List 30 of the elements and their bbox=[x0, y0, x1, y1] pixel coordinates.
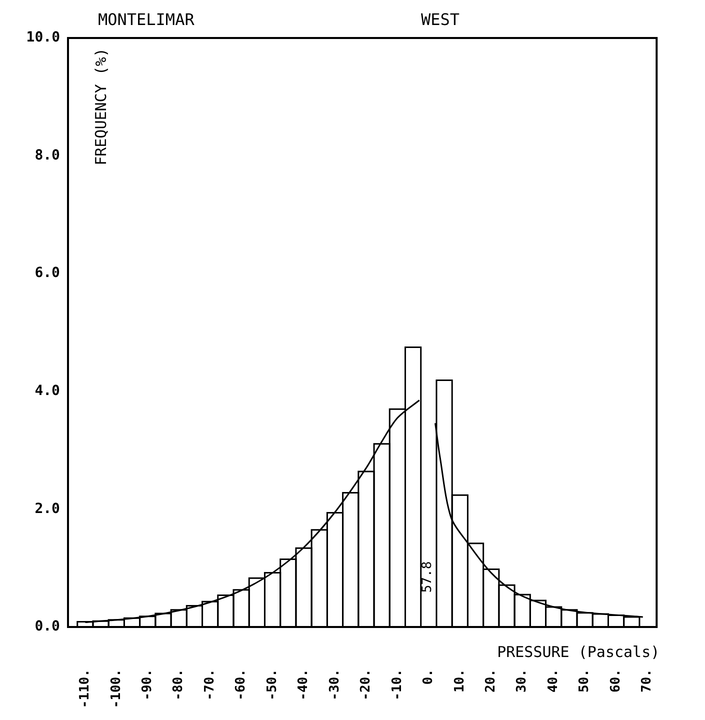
y-tick-label: 6.0 bbox=[34, 265, 60, 282]
x-tick-label: -110. bbox=[78, 669, 93, 708]
annotation: 57.8 bbox=[420, 561, 435, 593]
y-tick-label: 4.0 bbox=[34, 383, 60, 400]
x-tick-label: -70. bbox=[202, 669, 218, 700]
chart-subtitle: WEST bbox=[421, 10, 460, 29]
x-axis-title: PRESSURE (Pascals) bbox=[497, 643, 660, 661]
x-tick-label: 40. bbox=[546, 669, 561, 692]
x-tick-label: 50. bbox=[577, 669, 592, 692]
x-tick-label: 60. bbox=[608, 669, 624, 692]
y-tick-label: 2.0 bbox=[34, 500, 60, 517]
chart-title: MONTELIMAR bbox=[98, 10, 195, 29]
x-tick-label: -100. bbox=[108, 669, 124, 708]
x-tick-label: 20. bbox=[484, 669, 499, 692]
x-tick-label: -90. bbox=[140, 669, 156, 700]
x-tick-label: 30. bbox=[514, 669, 530, 692]
y-axis-title: FREQUENCY (%) bbox=[92, 48, 110, 166]
x-tick-label: 0. bbox=[421, 669, 436, 685]
x-tick-label: 70. bbox=[640, 669, 655, 692]
x-tick-label: -80. bbox=[171, 669, 186, 700]
x-tick-label: 10. bbox=[452, 669, 468, 692]
y-tick-label: 0.0 bbox=[34, 618, 60, 635]
y-tick-label: 10.0 bbox=[26, 30, 60, 46]
x-tick-label: -10. bbox=[390, 669, 405, 700]
y-tick-label: 8.0 bbox=[34, 147, 60, 164]
x-tick-label: -40. bbox=[296, 669, 312, 700]
x-tick-label: -60. bbox=[234, 669, 249, 700]
x-tick-label: -50. bbox=[264, 669, 280, 700]
x-tick-label: -20. bbox=[358, 669, 374, 700]
x-tick-label: -30. bbox=[327, 669, 342, 700]
